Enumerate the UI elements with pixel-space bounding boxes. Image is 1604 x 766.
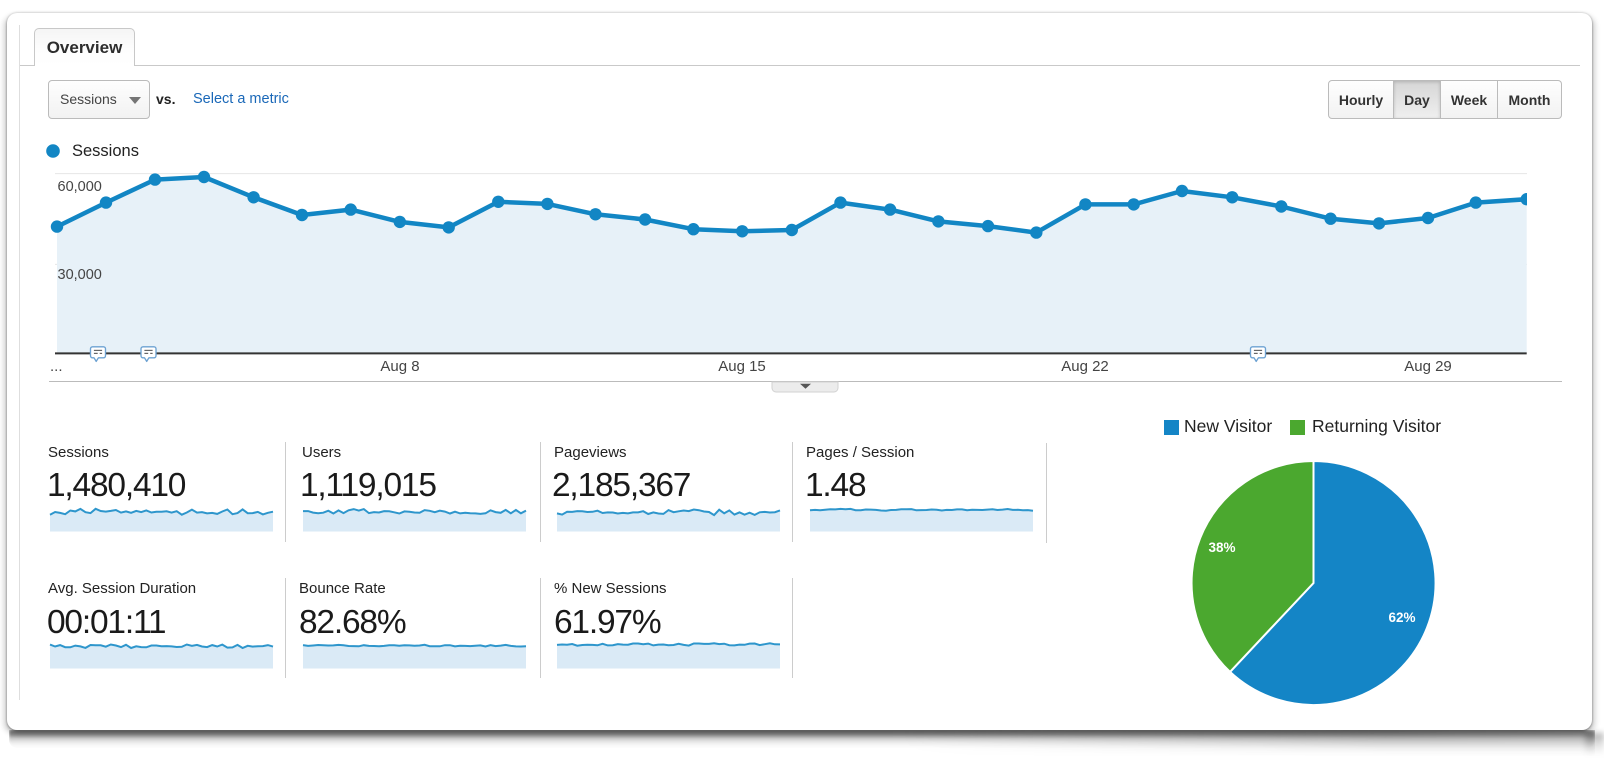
svg-text:62%: 62% <box>1388 610 1415 625</box>
svg-text:38%: 38% <box>1208 540 1235 555</box>
